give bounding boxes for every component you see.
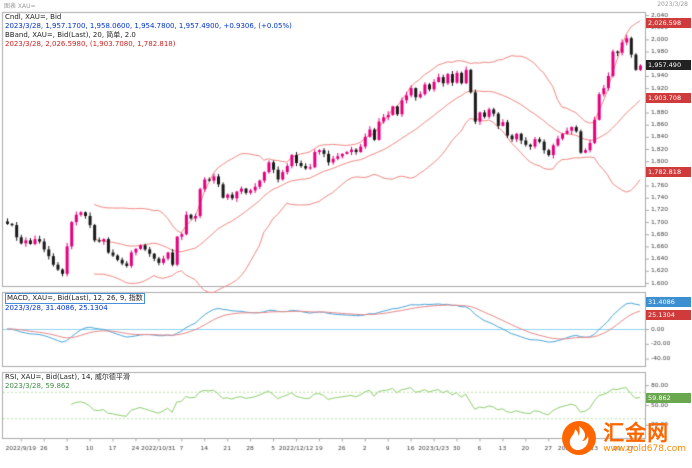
badge-macd-signal: 25.1304 [646, 310, 691, 321]
watermark-text: 汇金网 www.gold678.com [603, 422, 686, 454]
macd-series-label[interactable]: MACD, XAU=, Bid(Last), 12, 26, 9, 指数 [5, 293, 145, 304]
bband-series-label: BBand, XAU=, Bid(Last), 20, 简单, 2.0 [5, 31, 136, 39]
watermark: 汇金网 www.gold678.com [561, 420, 686, 456]
badge-bb-upper: 2,026.598 [646, 18, 691, 29]
rsi-series-label: RSI, XAU=, Bid(Last), 14, 威尔德平滑 [5, 373, 130, 381]
candle-series-label: Cndl, XAU=, Bid [5, 13, 62, 21]
badge-price-current: 1,957.490 [646, 60, 691, 71]
badge-bb-lower: 1,782.818 [646, 166, 691, 177]
rsi-legend: RSI, XAU=, Bid(Last), 14, 威尔德平滑 2023/3/2… [5, 373, 130, 391]
badge-bb-middle: 1,903.708 [646, 93, 691, 104]
watermark-url: www.gold678.com [603, 444, 686, 454]
badge-rsi: 59.862 [646, 393, 691, 404]
macd-legend: MACD, XAU=, Bid(Last), 12, 26, 9, 指数 202… [5, 293, 145, 313]
main-chart-legend: Cndl, XAU=, Bid 2023/3/28, 1,957.1700, 1… [5, 13, 292, 49]
macd-values: 2023/3/28, 31.4086, 25.1304 [5, 304, 108, 312]
top-left-caption: 图表 XAU= [4, 3, 36, 10]
rsi-values: 2023/3/28, 59.862 [5, 382, 70, 390]
candle-ohlc-values: 2023/3/28, 1,957.1700, 1,958.0600, 1,954… [5, 22, 292, 30]
huijin-logo-icon [562, 421, 597, 455]
badge-macd-main: 31.4086 [646, 296, 691, 307]
top-right-caption: 2023/3/28 [657, 1, 688, 8]
watermark-name: 汇金网 [603, 421, 670, 445]
bband-values: 2023/3/28, 2,026.5980, (1,903.7080, 1,78… [5, 40, 176, 48]
